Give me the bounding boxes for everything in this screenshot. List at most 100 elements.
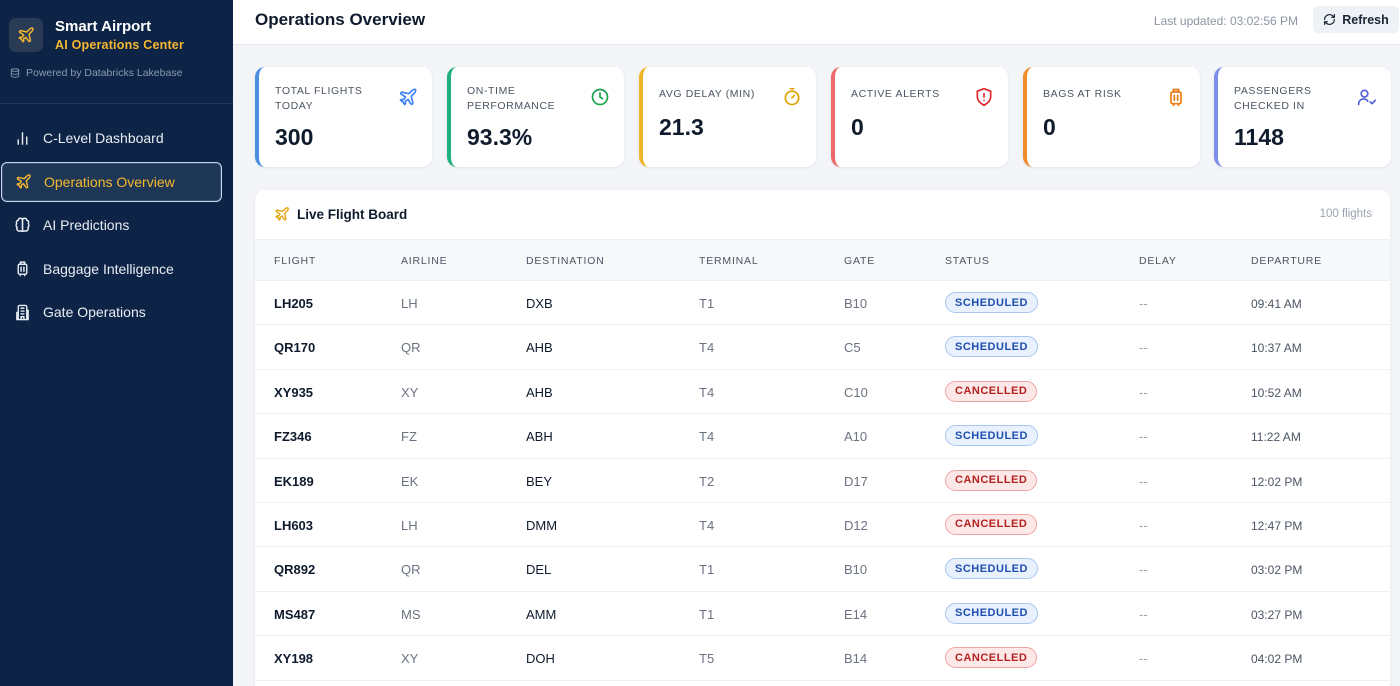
- cell-destination: AHB: [526, 384, 553, 400]
- cell-delay: --: [1139, 562, 1148, 578]
- cell-terminal: T5: [699, 651, 715, 667]
- kpi-label: TOTAL FLIGHTS TODAY: [275, 85, 363, 112]
- cell-airline: QR: [401, 340, 421, 356]
- cell-delay: --: [1139, 384, 1148, 400]
- status-badge: SCHEDULED: [945, 336, 1038, 358]
- column-header-destination[interactable]: DESTINATION: [526, 255, 605, 267]
- cell-departure: 11:22 AM: [1251, 430, 1301, 445]
- column-header-airline[interactable]: AIRLINE: [401, 255, 448, 267]
- sidebar-item-ai-predictions[interactable]: AI Predictions: [1, 205, 222, 245]
- table-row[interactable]: XY935 XY AHB T4 C10 CANCELLED -- 10:52 AM: [255, 370, 1390, 415]
- cell-departure: 12:47 PM: [1251, 518, 1303, 533]
- cell-gate: B10: [844, 296, 868, 311]
- cell-flight: QR892: [274, 562, 316, 578]
- cell-destination: AMM: [526, 606, 557, 622]
- cell-airline: LH: [401, 296, 418, 311]
- cell-airline: EK: [401, 473, 419, 489]
- column-header-departure[interactable]: DEPARTURE: [1251, 255, 1322, 267]
- sidebar-nav: C-Level Dashboard Operations Overview AI…: [0, 104, 233, 332]
- clock-icon: [591, 88, 609, 106]
- cell-flight: FZ346: [274, 429, 312, 445]
- kpi-avg-delay: AVG DELAY (MIN) 21.3: [639, 67, 816, 167]
- cell-gate: E14: [844, 606, 868, 622]
- cell-flight: XY198: [274, 651, 314, 667]
- column-header-gate[interactable]: GATE: [844, 255, 876, 267]
- kpi-value: 21.3: [659, 114, 704, 140]
- plane-icon: [16, 174, 31, 189]
- column-header-delay[interactable]: DELAY: [1139, 255, 1177, 267]
- sidebar-item-label: C-Level Dashboard: [43, 130, 164, 146]
- cell-departure: 10:52 AM: [1251, 385, 1302, 400]
- cell-destination: ABH: [526, 429, 553, 445]
- sidebar-item-label: AI Predictions: [43, 217, 130, 233]
- cell-terminal: T1: [699, 562, 715, 578]
- status-badge: SCHEDULED: [945, 558, 1038, 580]
- column-header-terminal[interactable]: TERMINAL: [699, 255, 759, 267]
- column-header-status[interactable]: STATUS: [945, 255, 990, 267]
- plane-icon: [275, 207, 289, 221]
- cell-gate: B14: [844, 651, 868, 667]
- top-header: Operations Overview Last updated: 03:02:…: [233, 0, 1400, 45]
- cell-destination: DEL: [526, 562, 552, 578]
- brand-header: Smart Airport AI Operations Center Power…: [0, 0, 233, 104]
- kpi-row: TOTAL FLIGHTS TODAY 300 ON-TIME PERFORMA…: [255, 67, 1391, 167]
- cell-delay: --: [1139, 517, 1148, 533]
- cell-terminal: T4: [699, 384, 715, 400]
- cell-gate: B10: [844, 562, 868, 578]
- page-title: Operations Overview: [255, 10, 426, 29]
- sidebar-item-gate-operations[interactable]: Gate Operations: [1, 292, 222, 332]
- cell-airline: FZ: [401, 429, 417, 445]
- sidebar-item-baggage-intelligence[interactable]: Baggage Intelligence: [1, 249, 222, 289]
- flight-count: 100 flights: [1319, 208, 1372, 220]
- kpi-label: BAGS AT RISK: [1043, 88, 1122, 100]
- cell-flight: EK189: [274, 473, 314, 489]
- kpi-label: AVG DELAY (MIN): [659, 88, 755, 100]
- table-row[interactable]: FZ346 FZ ABH T4 A10 SCHEDULED -- 11:22 AM: [255, 414, 1390, 459]
- kpi-label: PASSENGERS CHECKED IN: [1234, 85, 1312, 112]
- cell-airline: LH: [401, 517, 418, 533]
- app-subtitle: AI Operations Center: [55, 38, 185, 52]
- column-header-flight[interactable]: FLIGHT: [274, 255, 317, 267]
- table-row[interactable]: LH205 LH DXB T1 B10 SCHEDULED -- 09:41 AM: [255, 281, 1390, 326]
- kpi-passengers-checked-in: PASSENGERS CHECKED IN 1148: [1214, 67, 1391, 167]
- cell-destination: DXB: [526, 296, 553, 311]
- table-row[interactable]: QR170 QR AHB T4 C5 SCHEDULED -- 10:37 AM: [255, 325, 1390, 370]
- shield-alert-icon: [976, 87, 992, 107]
- status-badge: SCHEDULED: [945, 292, 1038, 313]
- table-row[interactable]: XY198 XY DOH T5 B14 CANCELLED -- 04:02 PM: [255, 636, 1390, 681]
- kpi-value: 0: [851, 114, 864, 140]
- cell-gate: D17: [844, 473, 868, 489]
- cell-terminal: T4: [699, 340, 715, 356]
- board-title: Live Flight Board: [297, 207, 408, 222]
- powered-by-text: Powered by Databricks Lakebase: [26, 67, 183, 79]
- cell-departure: 03:02 PM: [1251, 563, 1303, 578]
- table-row[interactable]: MS487 MS AMM T1 E14 SCHEDULED -- 03:27 PM: [255, 592, 1390, 637]
- table-body: LH205 LH DXB T1 B10 SCHEDULED -- 09:41 AM QR170 Q…: [255, 281, 1390, 681]
- cell-terminal: T2: [699, 473, 715, 489]
- kpi-value: 1148: [1234, 124, 1284, 150]
- cell-destination: DMM: [526, 517, 558, 533]
- plane-icon: [399, 88, 417, 106]
- kpi-on-time-performance: ON-TIME PERFORMANCE 93.3%: [447, 67, 624, 167]
- cell-delay: --: [1139, 429, 1148, 445]
- cell-delay: --: [1139, 606, 1148, 622]
- status-badge: CANCELLED: [945, 380, 1038, 402]
- cell-flight: LH603: [274, 517, 314, 533]
- refresh-button[interactable]: Refresh: [1313, 6, 1399, 33]
- table-row[interactable]: EK189 EK BEY T2 D17 CANCELLED -- 12:02 PM: [255, 459, 1390, 503]
- plane-icon: [9, 18, 43, 52]
- cell-gate: C5: [844, 340, 861, 356]
- cell-delay: --: [1139, 340, 1148, 356]
- cell-terminal: T4: [699, 429, 715, 445]
- kpi-bags-at-risk: BAGS AT RISK 0: [1023, 67, 1200, 167]
- cell-terminal: T1: [699, 296, 715, 311]
- sidebar-item-operations-overview[interactable]: Operations Overview: [1, 161, 222, 202]
- cell-departure: 09:41 AM: [1251, 297, 1302, 311]
- cell-airline: QR: [401, 562, 421, 578]
- table-row[interactable]: QR892 QR DEL T1 B10 SCHEDULED -- 03:02 PM: [255, 547, 1390, 592]
- sidebar-item-c-level-dashboard[interactable]: C-Level Dashboard: [1, 118, 222, 158]
- status-badge: SCHEDULED: [945, 602, 1038, 624]
- cell-destination: BEY: [526, 473, 553, 489]
- table-row[interactable]: LH603 LH DMM T4 D12 CANCELLED -- 12:47 PM: [255, 503, 1390, 548]
- status-badge: CANCELLED: [945, 469, 1038, 491]
